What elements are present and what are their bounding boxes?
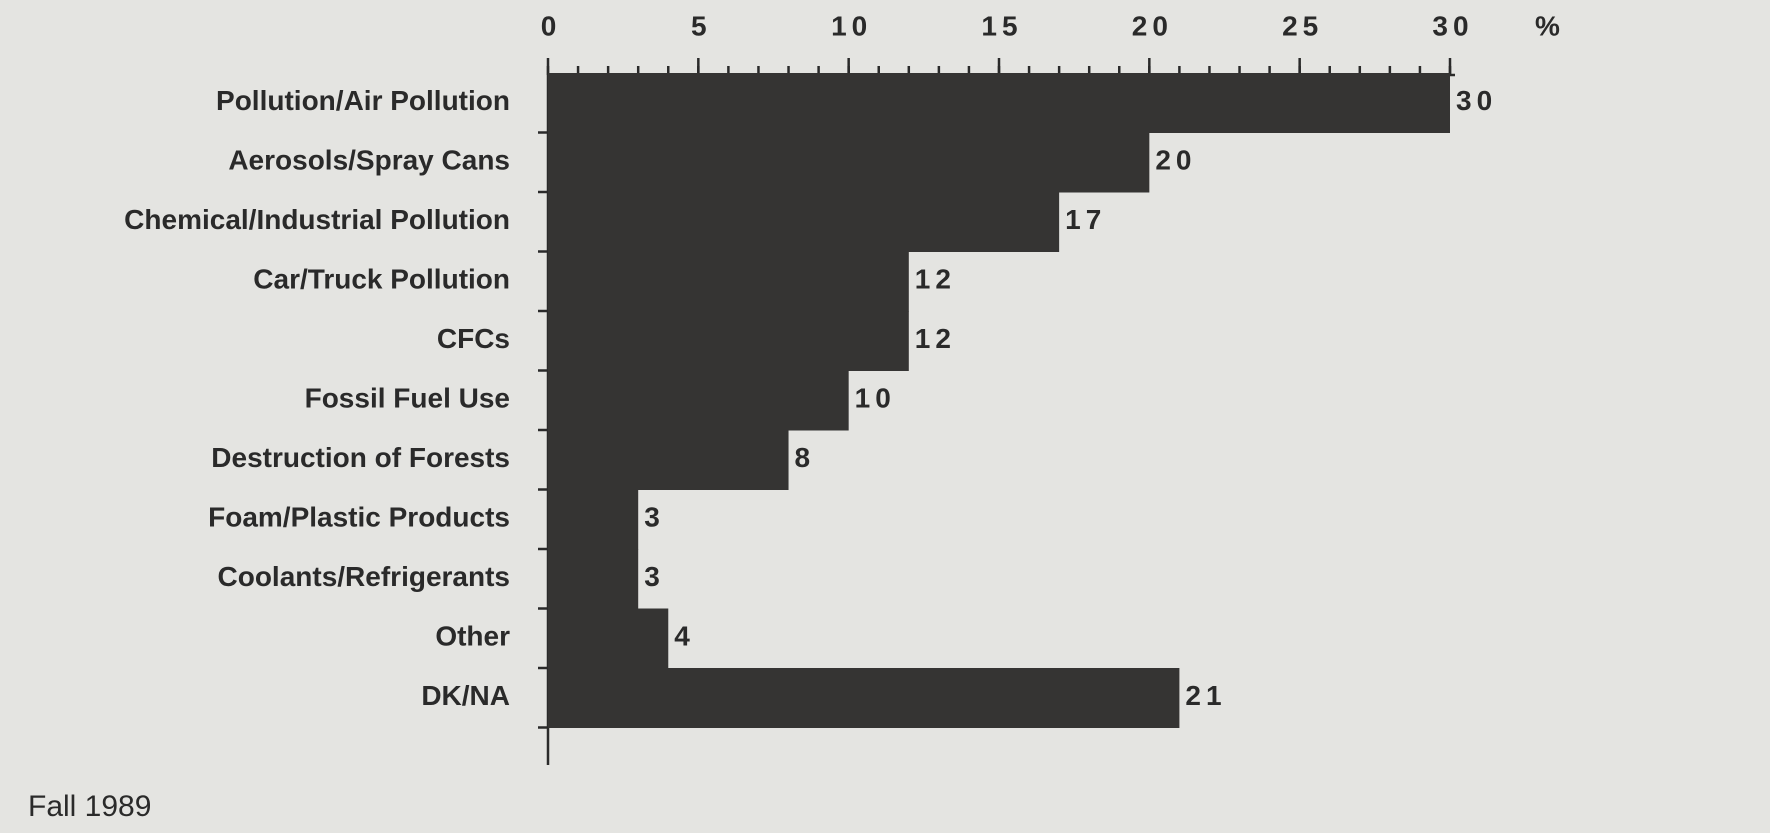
- bar: [548, 73, 1450, 133]
- data-label: 12: [915, 323, 956, 354]
- category-label: Fossil Fuel Use: [305, 383, 510, 414]
- data-label: 21: [1185, 680, 1226, 711]
- category-label: Foam/Plastic Products: [208, 502, 510, 533]
- data-label: 12: [915, 264, 956, 295]
- x-tick-label: 30: [1432, 10, 1473, 41]
- category-label: Coolants/Refrigerants: [218, 561, 511, 592]
- x-tick-label: 10: [831, 10, 872, 41]
- bar: [548, 251, 909, 312]
- bar: [548, 370, 849, 431]
- category-label: Aerosols/Spray Cans: [228, 145, 510, 176]
- data-label: 3: [644, 561, 665, 592]
- data-label: 4: [674, 621, 695, 652]
- bar: [548, 311, 909, 371]
- bar: [548, 549, 639, 609]
- category-label: DK/NA: [421, 680, 510, 711]
- category-label: Chemical/Industrial Pollution: [124, 204, 510, 235]
- bar: [548, 192, 1060, 252]
- data-label: 17: [1065, 204, 1106, 235]
- category-label: Other: [435, 621, 510, 652]
- x-tick-label: 25: [1282, 10, 1323, 41]
- bar: [548, 489, 639, 550]
- data-label: 20: [1155, 145, 1196, 176]
- category-label: Pollution/Air Pollution: [216, 85, 510, 116]
- category-label: Car/Truck Pollution: [253, 264, 510, 295]
- bar: [548, 608, 669, 669]
- x-tick-label: 20: [1132, 10, 1173, 41]
- x-tick-label: 5: [691, 10, 712, 41]
- data-label: 30: [1456, 85, 1497, 116]
- bar: [548, 668, 1180, 728]
- category-label: Destruction of Forests: [211, 442, 510, 473]
- x-tick-label: 15: [981, 10, 1022, 41]
- x-tick-label: 0: [541, 10, 562, 41]
- bar: [548, 132, 1150, 193]
- annotation: Fall 1989: [28, 790, 151, 823]
- data-label: 8: [795, 442, 816, 473]
- category-label: CFCs: [437, 323, 510, 354]
- data-label: 10: [855, 383, 896, 414]
- data-label: 3: [644, 502, 665, 533]
- x-unit-label: %: [1535, 10, 1565, 41]
- bar: [548, 430, 789, 490]
